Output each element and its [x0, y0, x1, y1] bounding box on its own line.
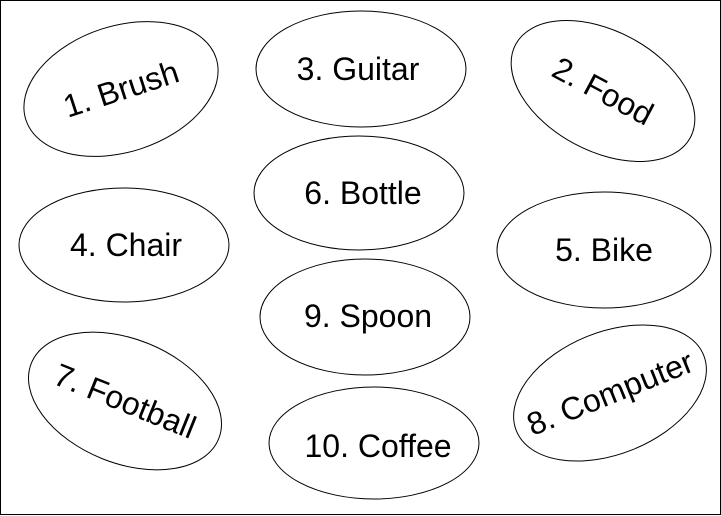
- oval-bike: 5. Bike: [496, 191, 712, 309]
- oval-shape: [28, 331, 222, 471]
- oval-label-chair: 4. Chair: [70, 227, 182, 263]
- oval-label-bottle: 6. Bottle: [304, 175, 421, 211]
- oval-shape: [268, 386, 480, 500]
- oval-shape: [510, 20, 696, 162]
- oval-label-guitar: 3. Guitar: [297, 51, 420, 87]
- oval-shape: [513, 324, 707, 462]
- oval-shape: [253, 135, 465, 251]
- oval-shape: [23, 21, 219, 157]
- oval-computer: 8. Computer: [513, 324, 707, 462]
- oval-guitar: 3. Guitar: [255, 10, 467, 128]
- oval-chair: 4. Chair: [18, 187, 230, 303]
- oval-shape: [18, 187, 230, 303]
- oval-football: 7. Football: [28, 331, 222, 471]
- oval-shape: [259, 258, 471, 376]
- oval-label-bike: 5. Bike: [555, 232, 653, 268]
- oval-coffee: 10. Coffee: [268, 386, 480, 500]
- oval-brush: 1. Brush: [23, 21, 219, 157]
- oval-shape: [496, 191, 712, 309]
- oval-label-spoon: 9. Spoon: [304, 298, 432, 334]
- oval-shape: [255, 10, 467, 128]
- oval-spoon: 9. Spoon: [259, 258, 471, 376]
- oval-food: 2. Food: [510, 20, 696, 162]
- oval-label-coffee: 10. Coffee: [304, 428, 451, 464]
- oval-bottle: 6. Bottle: [253, 135, 465, 251]
